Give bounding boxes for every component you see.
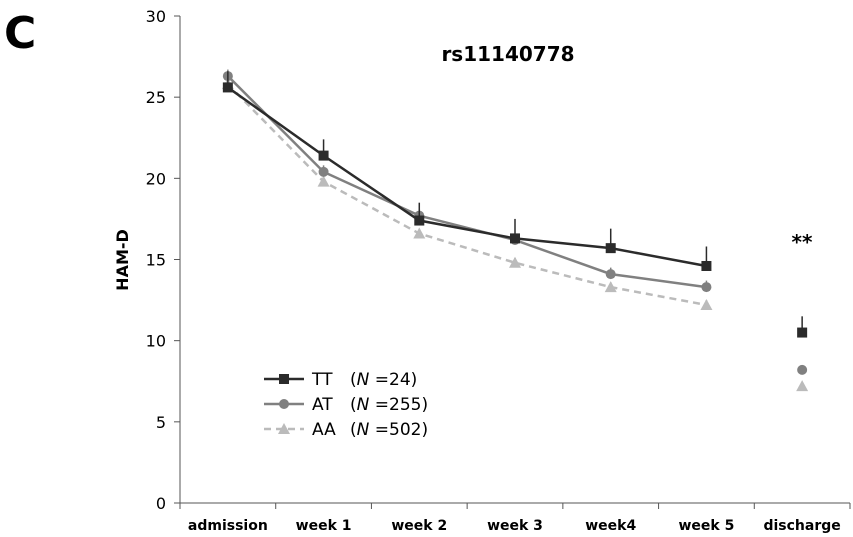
legend-n-rest: =24)	[369, 370, 417, 390]
legend: TT (N =24)AT (N =255)AA (N =502)	[264, 370, 428, 440]
legend-n-open: (	[350, 420, 357, 440]
legend-series-name: TT	[311, 370, 333, 390]
legend-marker	[279, 399, 289, 409]
y-tick-label: 0	[156, 494, 166, 513]
data-point	[318, 150, 329, 161]
series-tt	[222, 71, 808, 338]
series-aa	[221, 78, 809, 392]
series-line-tt	[227, 86, 707, 268]
significance-annotation: **	[792, 230, 813, 254]
data-point	[222, 82, 233, 93]
data-point	[509, 256, 521, 268]
axes: 0 5 10 15 20 25 30 admission week 1 week 2 week 3 w…	[146, 7, 851, 534]
legend-n-open: (	[350, 395, 357, 415]
y-tick-label: 25	[146, 88, 166, 107]
legend-series-name: AA	[312, 420, 336, 440]
panel-label: C	[4, 8, 36, 59]
x-tick-label: week 5	[678, 518, 734, 534]
legend-marker	[279, 374, 289, 384]
x-tick-label: week4	[585, 518, 636, 534]
data-point	[318, 166, 329, 177]
data-point	[317, 175, 330, 187]
legend-series-name: AT	[312, 395, 333, 415]
legend-n-italic: N	[357, 370, 370, 390]
legend-marker	[278, 423, 290, 434]
y-tick-label: 15	[146, 251, 166, 270]
legend-item-aa: AA (N =502)	[264, 420, 428, 440]
legend-n-label: (N =255)	[350, 395, 428, 415]
series-line-aa	[226, 83, 707, 307]
data-point	[510, 233, 520, 244]
data-point	[701, 260, 712, 271]
legend-item-tt: TT (N =24)	[264, 370, 417, 390]
legend-n-open: (	[350, 370, 357, 390]
legend-n-rest: =255)	[369, 395, 428, 415]
data-point	[413, 227, 426, 239]
x-tick-label: discharge	[763, 518, 840, 534]
data-point	[797, 327, 808, 338]
y-tick-label: 30	[146, 7, 166, 26]
y-tick-label: 10	[146, 332, 166, 351]
legend-n-italic: N	[357, 395, 370, 415]
y-tick-label: 5	[156, 413, 166, 432]
data-point	[605, 243, 616, 254]
series-layer	[221, 69, 809, 392]
data-point	[796, 380, 809, 392]
x-tick-label: week 2	[391, 518, 447, 534]
data-point	[701, 282, 712, 293]
legend-n-rest: =502)	[369, 420, 428, 440]
data-point	[414, 215, 425, 226]
legend-n-label: (N =24)	[350, 370, 417, 390]
data-point	[605, 269, 616, 280]
x-tick-label: week 3	[487, 518, 543, 534]
data-point	[797, 364, 808, 375]
y-tick-label: 20	[146, 169, 166, 188]
data-point	[604, 281, 617, 293]
legend-item-at: AT (N =255)	[264, 395, 428, 415]
legend-n-label: (N =502)	[350, 420, 428, 440]
legend-n-italic: N	[357, 420, 370, 440]
chart-title: rs11140778	[441, 42, 574, 66]
series-line-at	[226, 75, 707, 289]
x-tick-label: admission	[188, 518, 268, 534]
y-axis-label: HAM-D	[113, 229, 132, 291]
data-point	[700, 298, 713, 310]
x-tick-label: week 1	[296, 518, 352, 534]
